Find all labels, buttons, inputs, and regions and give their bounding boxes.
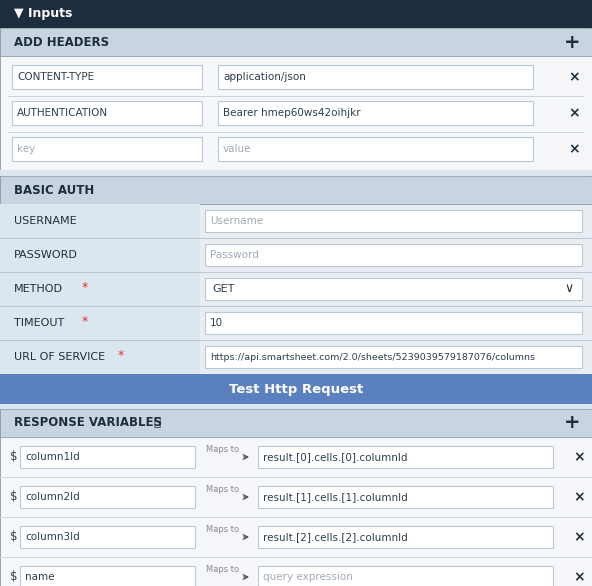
Bar [205, 278, 582, 300]
Bar [0, 204, 592, 272]
Bar [218, 137, 533, 161]
Bar [0, 557, 592, 558]
Text: USERNAME: USERNAME [14, 216, 76, 226]
Bar [0, 437, 592, 586]
Text: ADD HEADERS: ADD HEADERS [14, 36, 109, 49]
Text: ⓘ: ⓘ [153, 417, 160, 430]
Bar [0, 238, 592, 239]
Text: query expression: query expression [263, 572, 353, 582]
Text: Password: Password [210, 250, 259, 260]
Text: ×: × [568, 106, 580, 120]
Bar [0, 306, 200, 340]
Text: result.[2].cells.[2].columnId: result.[2].cells.[2].columnId [263, 532, 408, 542]
Bar [20, 566, 195, 586]
Bar [0, 0, 592, 28]
Text: ×: × [573, 490, 585, 504]
Bar [20, 486, 195, 508]
Text: https://api.smartsheet.com/2.0/sheets/5239039579187076/columns: https://api.smartsheet.com/2.0/sheets/52… [210, 353, 535, 362]
Text: $: $ [10, 571, 18, 584]
Bar [258, 566, 553, 586]
Text: Test Http Request: Test Http Request [229, 383, 363, 396]
Text: $: $ [10, 490, 18, 503]
Text: *: * [82, 315, 88, 328]
Text: name: name [25, 572, 54, 582]
Text: *: * [82, 281, 88, 294]
Text: *: * [118, 349, 124, 362]
Bar [0, 477, 592, 478]
Bar [20, 526, 195, 548]
Bar [258, 526, 553, 548]
Text: application/json: application/json [223, 72, 306, 82]
Text: column2Id: column2Id [25, 492, 80, 502]
Bar [0, 517, 592, 518]
Bar [8, 96, 584, 97]
Text: 10: 10 [210, 318, 223, 328]
Text: +: + [564, 414, 580, 432]
Text: column1Id: column1Id [25, 452, 80, 462]
Bar [218, 101, 533, 125]
Text: Bearer hmep60ws42oihjkr: Bearer hmep60ws42oihjkr [223, 108, 361, 118]
Text: Maps to: Maps to [206, 565, 239, 574]
Bar [0, 374, 592, 404]
Bar [0, 204, 200, 238]
Bar [205, 210, 582, 232]
Bar [12, 101, 202, 125]
Text: Username: Username [210, 216, 263, 226]
Bar [0, 272, 592, 273]
Bar [205, 346, 582, 368]
Text: value: value [223, 144, 252, 154]
Bar [12, 137, 202, 161]
Text: result.[1].cells.[1].columnId: result.[1].cells.[1].columnId [263, 492, 408, 502]
Bar [0, 340, 200, 374]
Bar [258, 446, 553, 468]
Bar [205, 244, 582, 266]
Text: Maps to: Maps to [206, 526, 239, 534]
Bar [0, 340, 592, 341]
Text: Maps to: Maps to [206, 445, 239, 455]
Bar [12, 65, 202, 89]
Text: PASSWORD: PASSWORD [14, 250, 78, 260]
Text: $: $ [10, 451, 18, 464]
Text: RESPONSE VARIABLES: RESPONSE VARIABLES [14, 417, 162, 430]
Bar [258, 486, 553, 508]
Text: ×: × [568, 142, 580, 156]
Text: Maps to: Maps to [206, 485, 239, 495]
Text: key: key [17, 144, 36, 154]
Text: ×: × [573, 530, 585, 544]
Bar [218, 65, 533, 89]
Bar [205, 312, 582, 334]
Text: result.[0].cells.[0].columnId: result.[0].cells.[0].columnId [263, 452, 407, 462]
Bar [0, 272, 200, 306]
Text: CONTENT-TYPE: CONTENT-TYPE [17, 72, 94, 82]
Text: AUTHENTICATION: AUTHENTICATION [17, 108, 108, 118]
Bar [8, 132, 584, 133]
Text: URL OF SERVICE: URL OF SERVICE [14, 352, 105, 362]
Bar [0, 272, 592, 374]
Text: column3Id: column3Id [25, 532, 80, 542]
Bar [0, 238, 200, 272]
Bar [20, 446, 195, 468]
Text: ∨: ∨ [565, 282, 574, 295]
Text: GET: GET [212, 284, 234, 294]
Bar [0, 306, 592, 307]
Text: ▼ Inputs: ▼ Inputs [14, 8, 72, 21]
Text: ×: × [573, 450, 585, 464]
Text: ×: × [573, 570, 585, 584]
Text: $: $ [10, 530, 18, 543]
Text: +: + [564, 32, 580, 52]
Text: TIMEOUT: TIMEOUT [14, 318, 65, 328]
Text: ×: × [568, 70, 580, 84]
Bar [0, 28, 592, 56]
Bar [0, 170, 592, 176]
Text: METHOD: METHOD [14, 284, 63, 294]
Bar [0, 56, 592, 170]
Bar [0, 404, 592, 409]
Text: BASIC AUTH: BASIC AUTH [14, 183, 94, 196]
Bar [0, 176, 592, 204]
Bar [0, 409, 592, 437]
